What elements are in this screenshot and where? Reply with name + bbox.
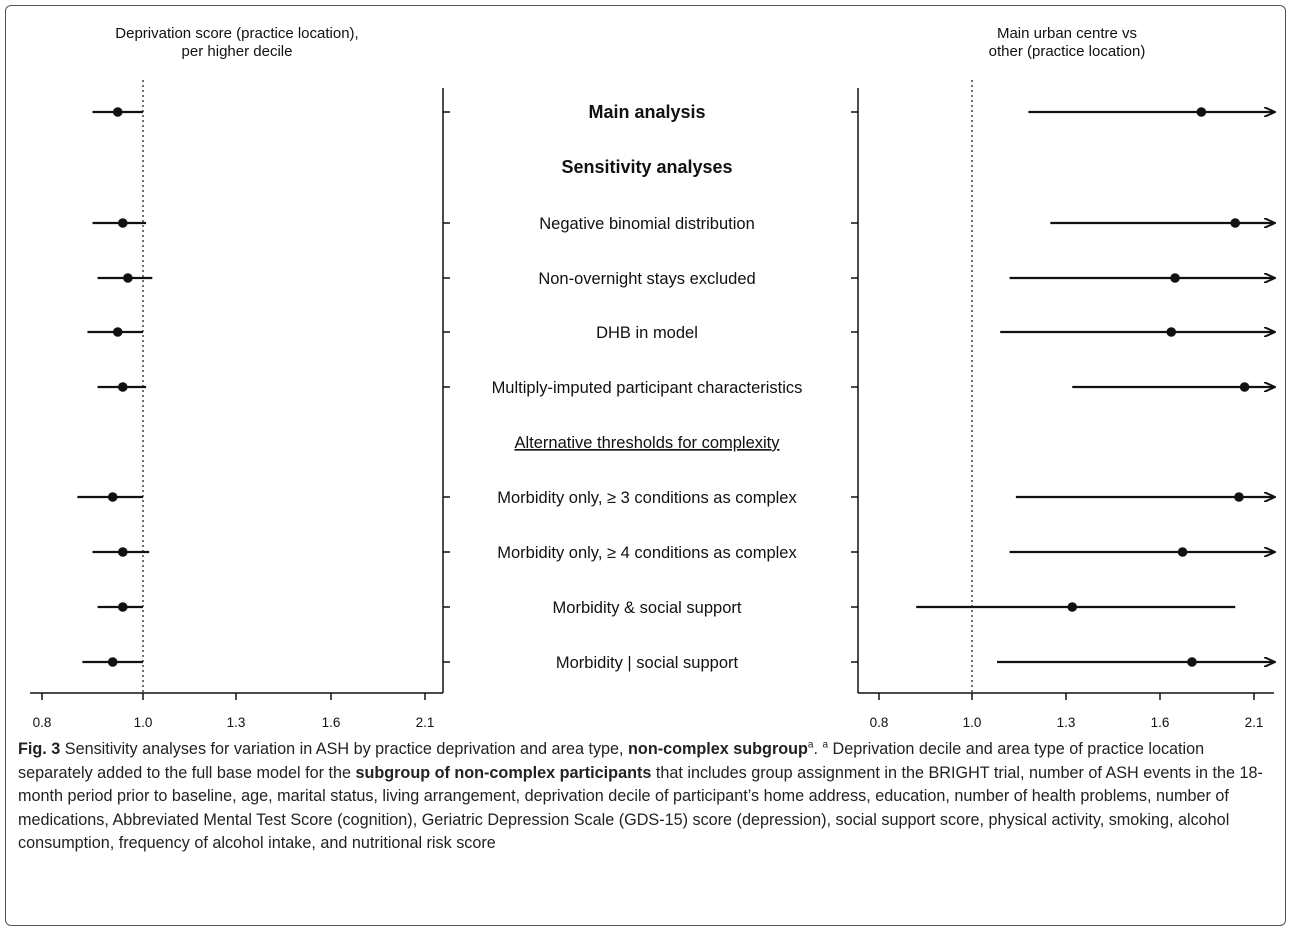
row-label: Morbidity | social support [556,654,739,672]
left-point-estimate [112,327,123,337]
right-point-estimate [1166,327,1177,337]
left-point-estimate [118,602,128,612]
right-point-estimate [1187,657,1197,667]
right-x-tick-label: 0.8 [870,715,889,730]
left-point-estimate [123,273,133,283]
right-point-estimate [1177,547,1188,557]
right-point-estimate [1239,382,1250,392]
row-label: Sensitivity analyses [561,157,732,177]
right-panel-title-line: other (practice location) [989,43,1146,60]
left-point-estimate [118,218,128,228]
left-x-tick-label: 2.1 [416,715,435,730]
right-x-tick-label: 1.3 [1057,715,1076,730]
right-point-estimate [1234,492,1244,502]
left-x-tick-label: 1.6 [322,715,341,730]
right-point-estimate [1196,107,1207,117]
right-panel-title-line: Main urban centre vs [997,25,1137,42]
left-x-tick-label: 1.0 [134,715,153,730]
caption-fig-label: Fig. 3 [18,740,61,758]
left-point-estimate [107,492,118,502]
right-x-tick-label: 1.6 [1151,715,1170,730]
left-point-estimate [107,657,118,667]
row-label: Non-overnight stays excluded [538,270,755,288]
caption-bold-1: non-complex subgroup [628,740,808,758]
caption-text-3: Deprivation decile and area type of prac… [18,740,1205,782]
left-point-estimate [118,547,128,557]
right-point-estimate [1170,273,1180,283]
row-label: Alternative thresholds for complexity [514,434,780,452]
row-label: DHB in model [596,324,698,342]
right-point-estimate [1067,602,1078,612]
forest-plot: Main analysis Sensitivity analyses Negativ… [30,25,1292,730]
left-point-estimate [118,382,128,392]
caption-text-2: . [813,740,823,758]
row-label: Morbidity only, ≥ 4 conditions as comple… [497,544,797,562]
caption-sup-1: a [807,739,814,751]
caption-text-4: that includes group assignment in the BR… [18,763,1263,853]
row-label: Multiply-imputed participant characteris… [492,379,803,397]
right-x-tick-label: 1.0 [963,715,982,730]
figure-frame [5,5,1286,926]
caption-bold-2: subgroup of non-complex participants [355,763,652,782]
caption-text-1: Sensitivity analyses for variation in AS… [60,740,629,758]
left-point-estimate [112,107,123,117]
caption-sup-2: a [822,739,829,751]
left-panel-title-line: per higher decile [182,43,293,60]
right-x-tick-label: 2.1 [1245,715,1264,730]
row-label: Negative binomial distribution [539,215,755,233]
left-x-tick-label: 1.3 [227,715,246,730]
row-label: Morbidity only, ≥ 3 conditions as comple… [497,489,797,507]
row-label: Morbidity & social support [553,599,742,617]
right-point-estimate [1230,218,1240,228]
row-label: Main analysis [588,102,705,122]
left-panel-title-line: Deprivation score (practice location), [115,25,358,42]
left-x-tick-label: 0.8 [33,715,52,730]
figure-caption: Fig. 3 Sensitivity analyses for variatio… [18,738,1273,856]
